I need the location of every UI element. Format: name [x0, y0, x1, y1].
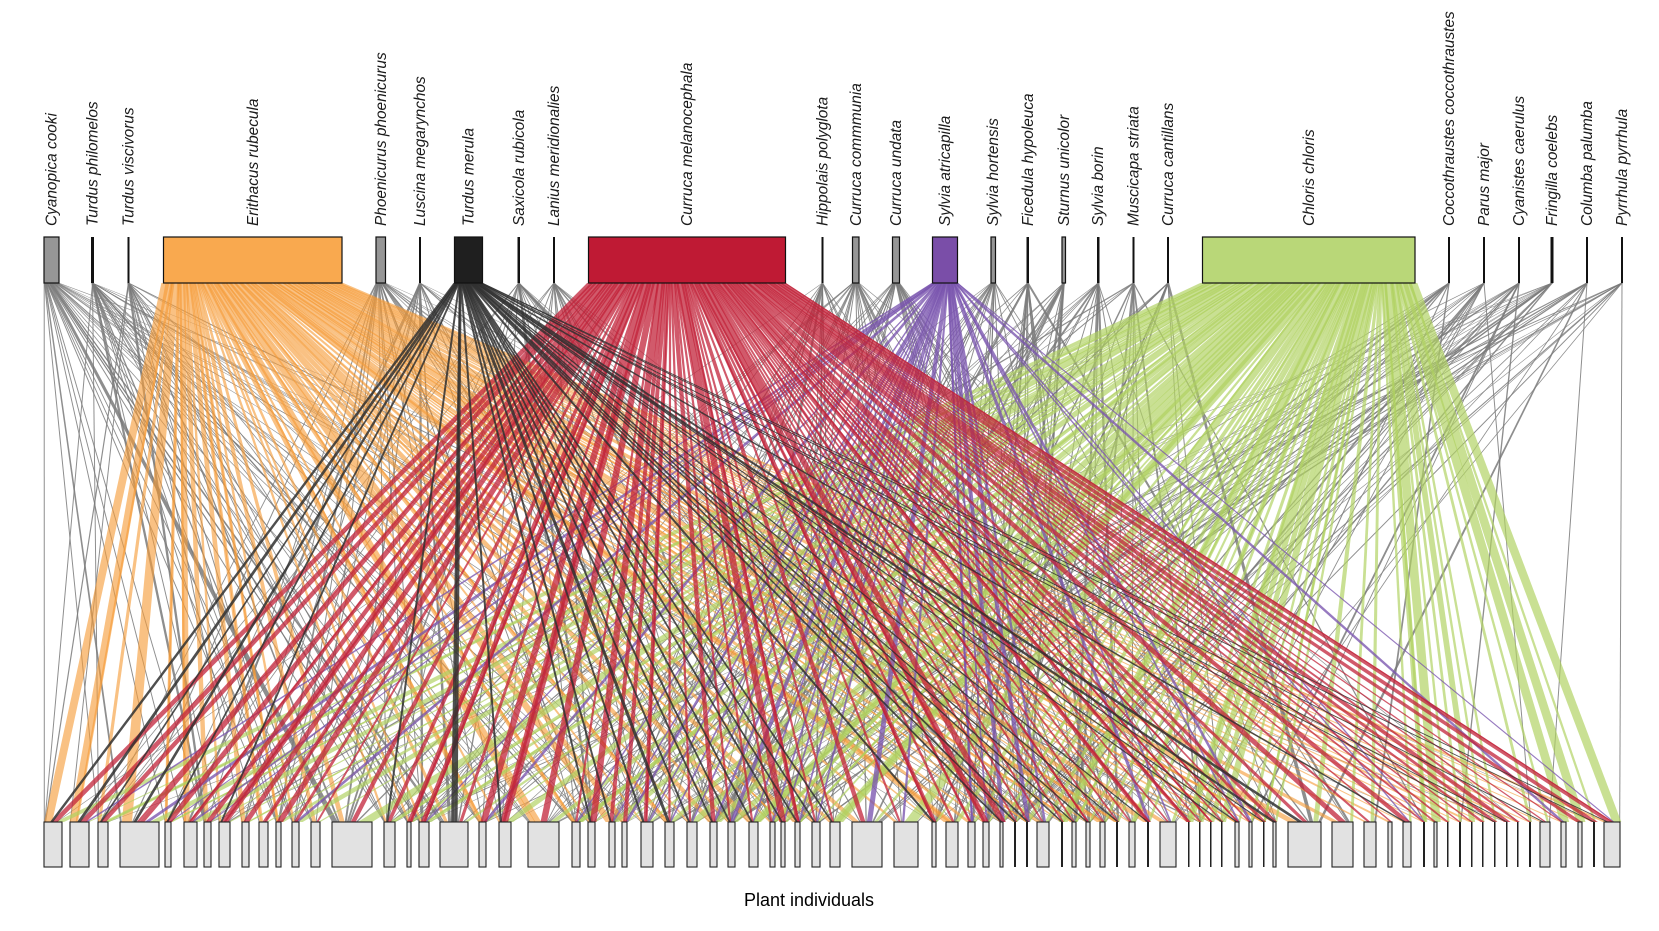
- svg-text:Cyanopica cooki: Cyanopica cooki: [44, 112, 61, 226]
- svg-text:Pyrrhula pyrrhula: Pyrrhula pyrrhula: [1614, 108, 1631, 226]
- svg-text:Sylvia borin: Sylvia borin: [1090, 146, 1107, 226]
- svg-text:Sylvia hortensis: Sylvia hortensis: [985, 118, 1002, 226]
- svg-text:Turdus viscivorus: Turdus viscivorus: [121, 107, 138, 226]
- svg-text:Sylvia atricapilla: Sylvia atricapilla: [937, 115, 954, 226]
- svg-text:Phoenicurus phoenicurus: Phoenicurus phoenicurus: [373, 52, 390, 226]
- svg-text:Lanius meridionalies: Lanius meridionalies: [546, 85, 563, 226]
- svg-text:Fringilla coelebs: Fringilla coelebs: [1544, 114, 1561, 226]
- svg-text:Saxicola rubicola: Saxicola rubicola: [511, 109, 528, 226]
- svg-text:Curruca undata: Curruca undata: [888, 119, 905, 226]
- svg-text:Sturnus unicolor: Sturnus unicolor: [1056, 114, 1073, 226]
- svg-text:Cyanistes caerulus: Cyanistes caerulus: [1511, 96, 1528, 226]
- svg-text:Hippolais polyglota: Hippolais polyglota: [815, 96, 832, 226]
- svg-text:Chloris chloris: Chloris chloris: [1301, 129, 1318, 226]
- svg-text:Turdus merula: Turdus merula: [461, 127, 478, 226]
- svg-text:Muscicapa striata: Muscicapa striata: [1126, 106, 1143, 226]
- svg-text:Plant individuals: Plant individuals: [744, 890, 874, 910]
- svg-text:Curruca melanocephala: Curruca melanocephala: [679, 62, 696, 226]
- svg-text:Erithacus rubecula: Erithacus rubecula: [245, 98, 262, 226]
- svg-text:Turdus philomelos: Turdus philomelos: [85, 101, 102, 226]
- svg-text:Curruca commmunia: Curruca commmunia: [848, 83, 865, 226]
- svg-text:Columba palumba: Columba palumba: [1579, 101, 1596, 226]
- svg-text:Coccothraustes coccothraustes: Coccothraustes coccothraustes: [1441, 11, 1458, 226]
- svg-text:Ficedula hypoleuca: Ficedula hypoleuca: [1020, 93, 1037, 226]
- svg-text:Curruca cantillans: Curruca cantillans: [1160, 103, 1177, 226]
- svg-text:Parus major: Parus major: [1476, 142, 1493, 226]
- svg-text:Luscina megarynchos: Luscina megarynchos: [412, 76, 429, 226]
